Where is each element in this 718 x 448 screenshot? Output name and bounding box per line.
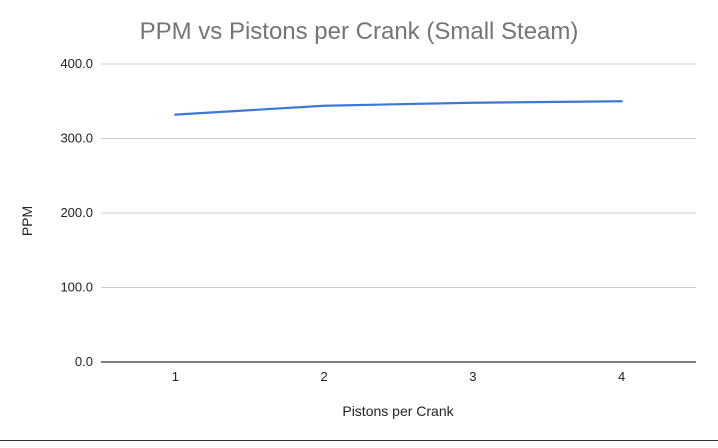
gridlines [101,63,696,363]
y-tick-label: 0.0 [75,354,93,369]
x-tick-label: 2 [321,369,328,384]
series-line [174,100,623,116]
x-tick-label: 1 [172,369,179,384]
y-tick-label: 400.0 [60,56,93,71]
y-tick-label: 300.0 [60,131,93,146]
y-tick-labels: 0.0 100.0 200.0 300.0 400.0 [60,56,93,369]
data-point [323,104,326,107]
data-point [620,100,623,103]
y-tick-label: 200.0 [60,205,93,220]
chart-title: PPM vs Pistons per Crank (Small Steam) [140,18,579,45]
x-tick-label: 4 [618,369,625,384]
y-axis-label: PPM [19,206,35,236]
y-tick-label: 100.0 [60,280,93,295]
x-tick-label: 3 [469,369,476,384]
series-lines [174,100,623,116]
data-point [174,113,177,116]
x-tick-labels: 1 2 3 4 [172,369,625,384]
x-axis-label: Pistons per Crank [342,403,454,419]
data-point [471,101,474,104]
bottom-border [0,440,718,441]
